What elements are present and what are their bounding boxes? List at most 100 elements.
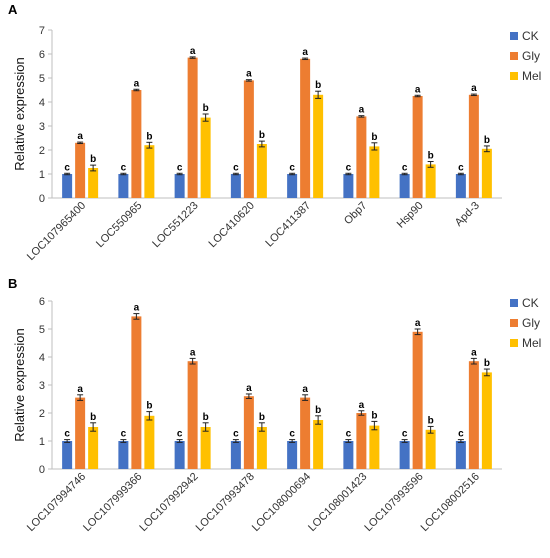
panel-a-sig-label: a xyxy=(471,83,477,94)
panel-b-sig-label: b xyxy=(315,405,321,416)
panel-b-bar-mel xyxy=(144,415,155,469)
panel-b-sig-label: c xyxy=(64,429,70,440)
panel-b-sig-label: a xyxy=(415,318,421,329)
panel-b-legend-swatch-mel xyxy=(510,339,518,347)
panel-b-sig-label: b xyxy=(90,412,96,423)
panel-b-sig-label: c xyxy=(346,429,352,440)
panel-a-sig-label: c xyxy=(289,162,295,173)
panel-a-bar-gly xyxy=(300,58,311,198)
panel-b-category-label: LOC107993596 xyxy=(362,471,425,534)
panel-a-ytick-label: 3 xyxy=(39,121,45,133)
panel-b-sig-label: c xyxy=(177,429,183,440)
panel-a-bar-ck xyxy=(343,174,354,198)
panel-b-legend-label-ck: CK xyxy=(522,296,539,310)
panel-a-bar-ck xyxy=(62,174,73,198)
panel-b-ytick-label: 4 xyxy=(39,352,45,364)
panel-a-bar-mel xyxy=(425,164,436,198)
panel-b-category-label: LOC108000694 xyxy=(250,471,313,534)
panel-b-category-label: LOC108002516 xyxy=(419,471,482,534)
panel-a-sig-label: c xyxy=(458,162,464,173)
panel-b-bar-ck xyxy=(287,441,298,469)
panel-a-sig-label: a xyxy=(77,131,83,142)
panel-a-bar-gly xyxy=(131,90,142,198)
panel-a-sig-label: b xyxy=(428,151,434,162)
panel-b-legend-label-gly: Gly xyxy=(522,316,540,330)
panel-a-sig-label: c xyxy=(233,162,239,173)
panel-a-ytick-label: 2 xyxy=(39,145,45,157)
panel-b-bar-gly xyxy=(187,361,198,469)
panel-a-legend-swatch-mel xyxy=(510,72,518,80)
panel-b-sig-label: a xyxy=(471,347,477,358)
panel-a-category-label: LOC550965 xyxy=(94,200,144,250)
panel-b-bar-ck xyxy=(455,441,466,469)
panel-b-bar-gly xyxy=(468,361,479,469)
panel-a-ylabel: Relative expression xyxy=(12,57,27,170)
panel-a-sig-label: a xyxy=(302,47,308,58)
panel-b-sig-label: b xyxy=(428,415,434,426)
panel-b-ytick-label: 3 xyxy=(39,380,45,392)
panel-a-bar-ck xyxy=(118,174,129,198)
panel-b-bar-ck xyxy=(399,441,410,469)
panel-b-bar-mel xyxy=(88,427,99,469)
panel-b-bar-ck xyxy=(174,441,185,469)
panel-b-sig-label: a xyxy=(359,400,365,411)
panel-b-ytick-label: 2 xyxy=(39,408,45,420)
panel-b-sig-label: b xyxy=(371,410,377,421)
panel-a-category-label: LOC107965400 xyxy=(25,200,88,263)
panel-a-bar-gly xyxy=(187,57,198,198)
panel-a-sig-label: b xyxy=(371,132,377,143)
panel-b-sig-label: c xyxy=(458,429,464,440)
panel-b-sig-label: c xyxy=(402,429,408,440)
panel-a-sig-label: b xyxy=(484,135,490,146)
panel-b-sig-label: b xyxy=(203,412,209,423)
panel-a-category-label: Obp7 xyxy=(342,200,370,228)
panel-b-category-label: LOC108001423 xyxy=(306,471,369,534)
panel-a-sig-label: b xyxy=(315,80,321,91)
panel-b-sig-label: c xyxy=(289,429,295,440)
panel-b-bar-gly xyxy=(300,397,311,469)
panel-a-sig-label: a xyxy=(190,46,196,57)
panel-b-ytick-label: 1 xyxy=(39,436,45,448)
panel-b-bar-ck xyxy=(62,441,73,469)
panel-b-bar-mel xyxy=(369,425,380,469)
panel-b-bar-gly xyxy=(75,397,86,469)
panel-b-category-label: LOC107994746 xyxy=(25,471,88,534)
panel-a-bar-ck xyxy=(230,174,241,198)
panel-a-bar-ck xyxy=(455,174,466,198)
panel-b-sig-label: b xyxy=(484,358,490,369)
panel-a-sig-label: a xyxy=(246,69,252,80)
panel-b-bar-gly xyxy=(243,396,254,469)
panel-a-bar-mel xyxy=(144,145,155,198)
panel-b-bar-mel xyxy=(256,427,267,469)
panel-a-legend-swatch-gly xyxy=(510,52,518,60)
panel-a-category-label: LOC410620 xyxy=(207,200,257,250)
panel-b-bar-ck xyxy=(343,441,354,469)
panel-b-ytick-label: 6 xyxy=(39,296,45,308)
panel-a-ytick-label: 1 xyxy=(39,169,45,181)
panel-a-bar-mel xyxy=(481,148,492,198)
panel-b-ylabel: Relative expression xyxy=(12,328,27,441)
panel-a-sig-label: a xyxy=(415,84,421,95)
panel-b-ytick-label: 0 xyxy=(39,464,45,476)
panel-b-bar-mel xyxy=(425,429,436,469)
panel-a-legend-swatch-ck xyxy=(510,32,518,40)
panel-a-sig-label: b xyxy=(146,131,152,142)
panel-a-bar-ck xyxy=(399,174,410,198)
panel-a-bar-ck xyxy=(287,174,298,198)
panel-b-bar-mel xyxy=(481,372,492,469)
panel-a-sig-label: a xyxy=(359,105,365,116)
panel-a-sig-label: a xyxy=(134,78,140,89)
panel-b-sig-label: b xyxy=(146,401,152,412)
panel-a-legend-label-gly: Gly xyxy=(522,49,540,63)
panel-a-sig-label: b xyxy=(203,103,209,114)
panel-a-sig-label: c xyxy=(64,162,70,173)
panel-a-bar-mel xyxy=(313,94,324,198)
panel-a-sig-label: c xyxy=(402,162,408,173)
panel-b-legend-swatch-gly xyxy=(510,319,518,327)
panel-b-label: B xyxy=(8,276,17,291)
panel-b-sig-label: b xyxy=(259,412,265,423)
panel-a-category-label: LOC551223 xyxy=(150,200,200,250)
panel-b-bar-mel xyxy=(200,427,211,469)
panel-a-bar-mel xyxy=(88,168,99,198)
